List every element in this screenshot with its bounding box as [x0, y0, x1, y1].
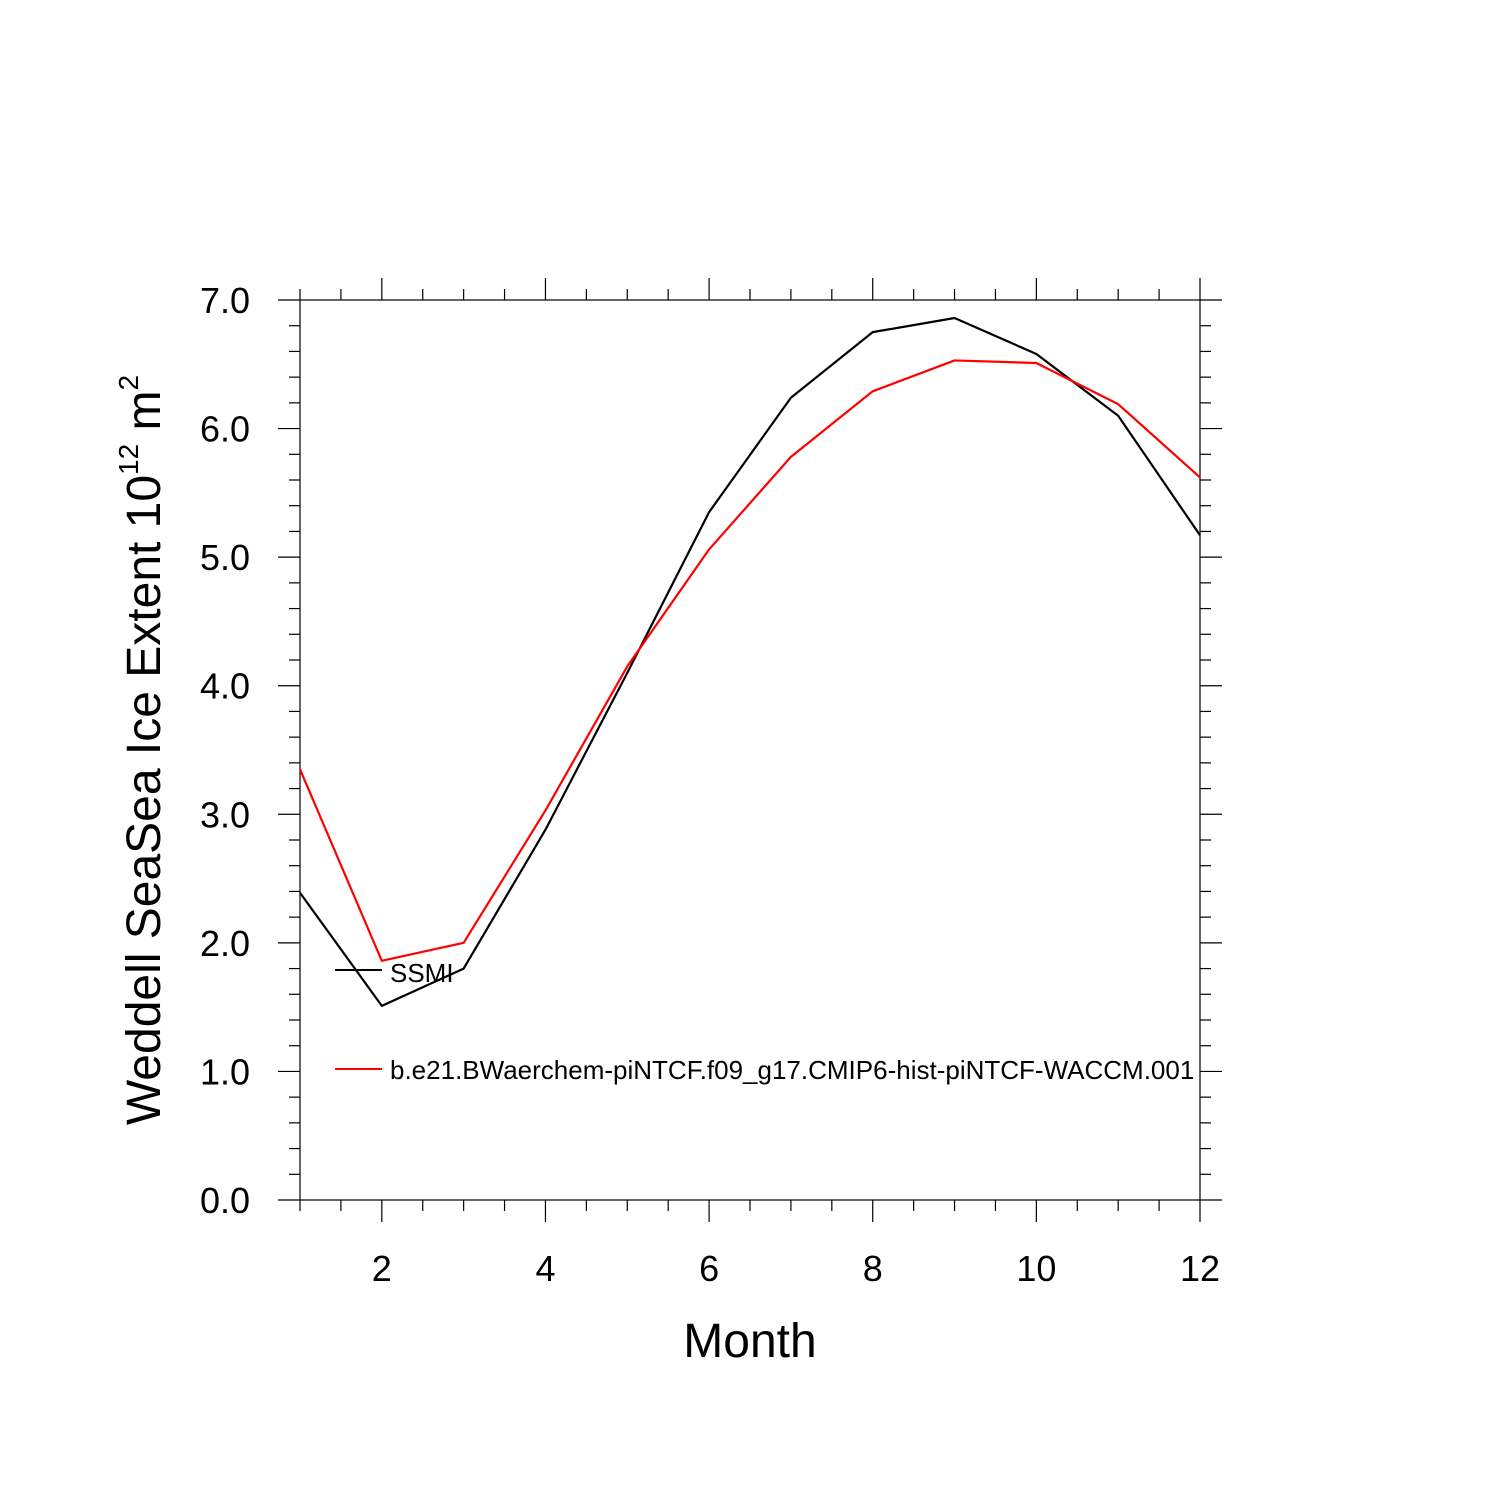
- y-axis-label: Weddell SeaSea Ice Extent 1012 m2: [113, 375, 171, 1125]
- y-tick-label: 2.0: [200, 923, 250, 964]
- series-lines: [298, 316, 1201, 1007]
- y-tick-label: 7.0: [200, 280, 250, 321]
- x-tick-label: 10: [1016, 1248, 1056, 1289]
- x-tick-labels: 2 4 6 8 10 12: [372, 1248, 1220, 1289]
- legend-label-ssmi: SSMI: [390, 958, 454, 988]
- y-tick-label: 1.0: [200, 1051, 250, 1092]
- x-axis-label: Month: [683, 1315, 816, 1368]
- y-tick-label: 5.0: [200, 537, 250, 578]
- series-line-ssmi: [299, 316, 1201, 1007]
- legend-label-model: b.e21.BWaerchem-piNTCF.f09_g17.CMIP6-his…: [390, 1055, 1194, 1085]
- x-tick-label: 6: [699, 1248, 719, 1289]
- minor-ticks: [289, 289, 1211, 1211]
- y-tick-labels: 0.0 1.0 2.0 3.0 4.0 5.0 6.0 7.0: [200, 280, 250, 1221]
- legend: SSMI b.e21.BWaerchem-piNTCF.f09_g17.CMIP…: [335, 958, 1194, 1085]
- y-tick-label: 4.0: [200, 666, 250, 707]
- y-tick-label: 0.0: [200, 1180, 250, 1221]
- x-tick-label: 4: [535, 1248, 555, 1289]
- x-tick-label: 2: [372, 1248, 392, 1289]
- major-ticks: [278, 278, 1222, 1222]
- y-tick-label: 6.0: [200, 409, 250, 450]
- y-tick-label: 3.0: [200, 794, 250, 835]
- y-axis-label-main: Weddell SeaSea Ice Extent 10: [118, 475, 171, 1125]
- series-line-model: [298, 359, 1201, 962]
- y-axis-label-exponent: 12: [113, 444, 144, 475]
- y-axis-label-unit-exponent: 2: [113, 375, 144, 391]
- x-tick-label: 12: [1180, 1248, 1220, 1289]
- x-tick-label: 8: [863, 1248, 883, 1289]
- y-axis-label-unit: m: [118, 390, 171, 443]
